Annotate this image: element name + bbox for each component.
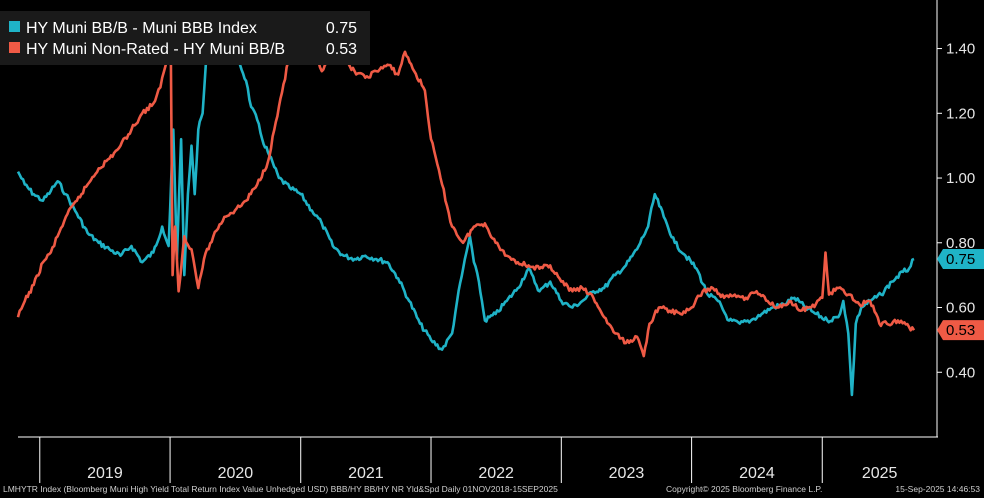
x-ticks: 2019 2020 2021 2022 2023 2024 2025 [87, 465, 897, 482]
legend-label-series-1: HY Muni BB/B - Muni BBB Index [26, 20, 257, 37]
legend-value-series-2: 0.53 [326, 41, 357, 58]
y-axis: 1.40 1.20 1.00 0.80 0.60 0.40 [936, 0, 975, 437]
legend-value-series-1: 0.75 [326, 20, 357, 37]
y-tick-label: 1.00 [946, 170, 975, 187]
x-tick-label: 2025 [862, 465, 898, 482]
y-tick-label: 1.40 [946, 41, 975, 58]
last-value-tag-series-1 [937, 248, 984, 269]
x-axis: 2019 2020 2021 2022 2023 2024 2025 [18, 436, 938, 483]
y-tick-label: 0.40 [946, 364, 975, 381]
footer-source: LMHYTR Index (Bloomberg Muni High Yield … [3, 484, 558, 494]
last-value-tag-label-series-2: 0.53 [946, 322, 975, 339]
x-tick-label: 2022 [478, 465, 514, 482]
legend-swatch-series-2 [9, 42, 20, 53]
last-value-tags: 0.75 0.53 [937, 248, 984, 341]
x-tick-label: 2024 [739, 465, 775, 482]
legend-label-series-2: HY Muni Non-Rated - HY Muni BB/B [26, 41, 285, 58]
last-value-tag-label-series-1: 0.75 [946, 251, 975, 268]
footer-copyright: Copyright© 2025 Bloomberg Finance L.P. [666, 484, 823, 494]
legend: HY Muni BB/B - Muni BBB Index 0.75 HY Mu… [0, 11, 370, 65]
footer-timestamp: 15-Sep-2025 14:46:53 [895, 484, 980, 494]
y-tick-label: 1.20 [946, 105, 975, 122]
y-ticks: 1.40 1.20 1.00 0.80 0.60 0.40 [937, 41, 975, 381]
x-tick-label: 2019 [87, 465, 123, 482]
y-tick-label: 0.80 [946, 235, 975, 252]
x-tick-label: 2020 [218, 465, 254, 482]
y-tick-label: 0.60 [946, 300, 975, 317]
x-year-separators [39, 437, 823, 483]
x-tick-label: 2023 [609, 465, 645, 482]
series-line-1 [16, 21, 915, 397]
legend-box [0, 11, 370, 65]
x-tick-label: 2021 [348, 465, 384, 482]
legend-swatch-series-1 [9, 21, 20, 32]
last-value-tag-series-2 [937, 320, 984, 341]
